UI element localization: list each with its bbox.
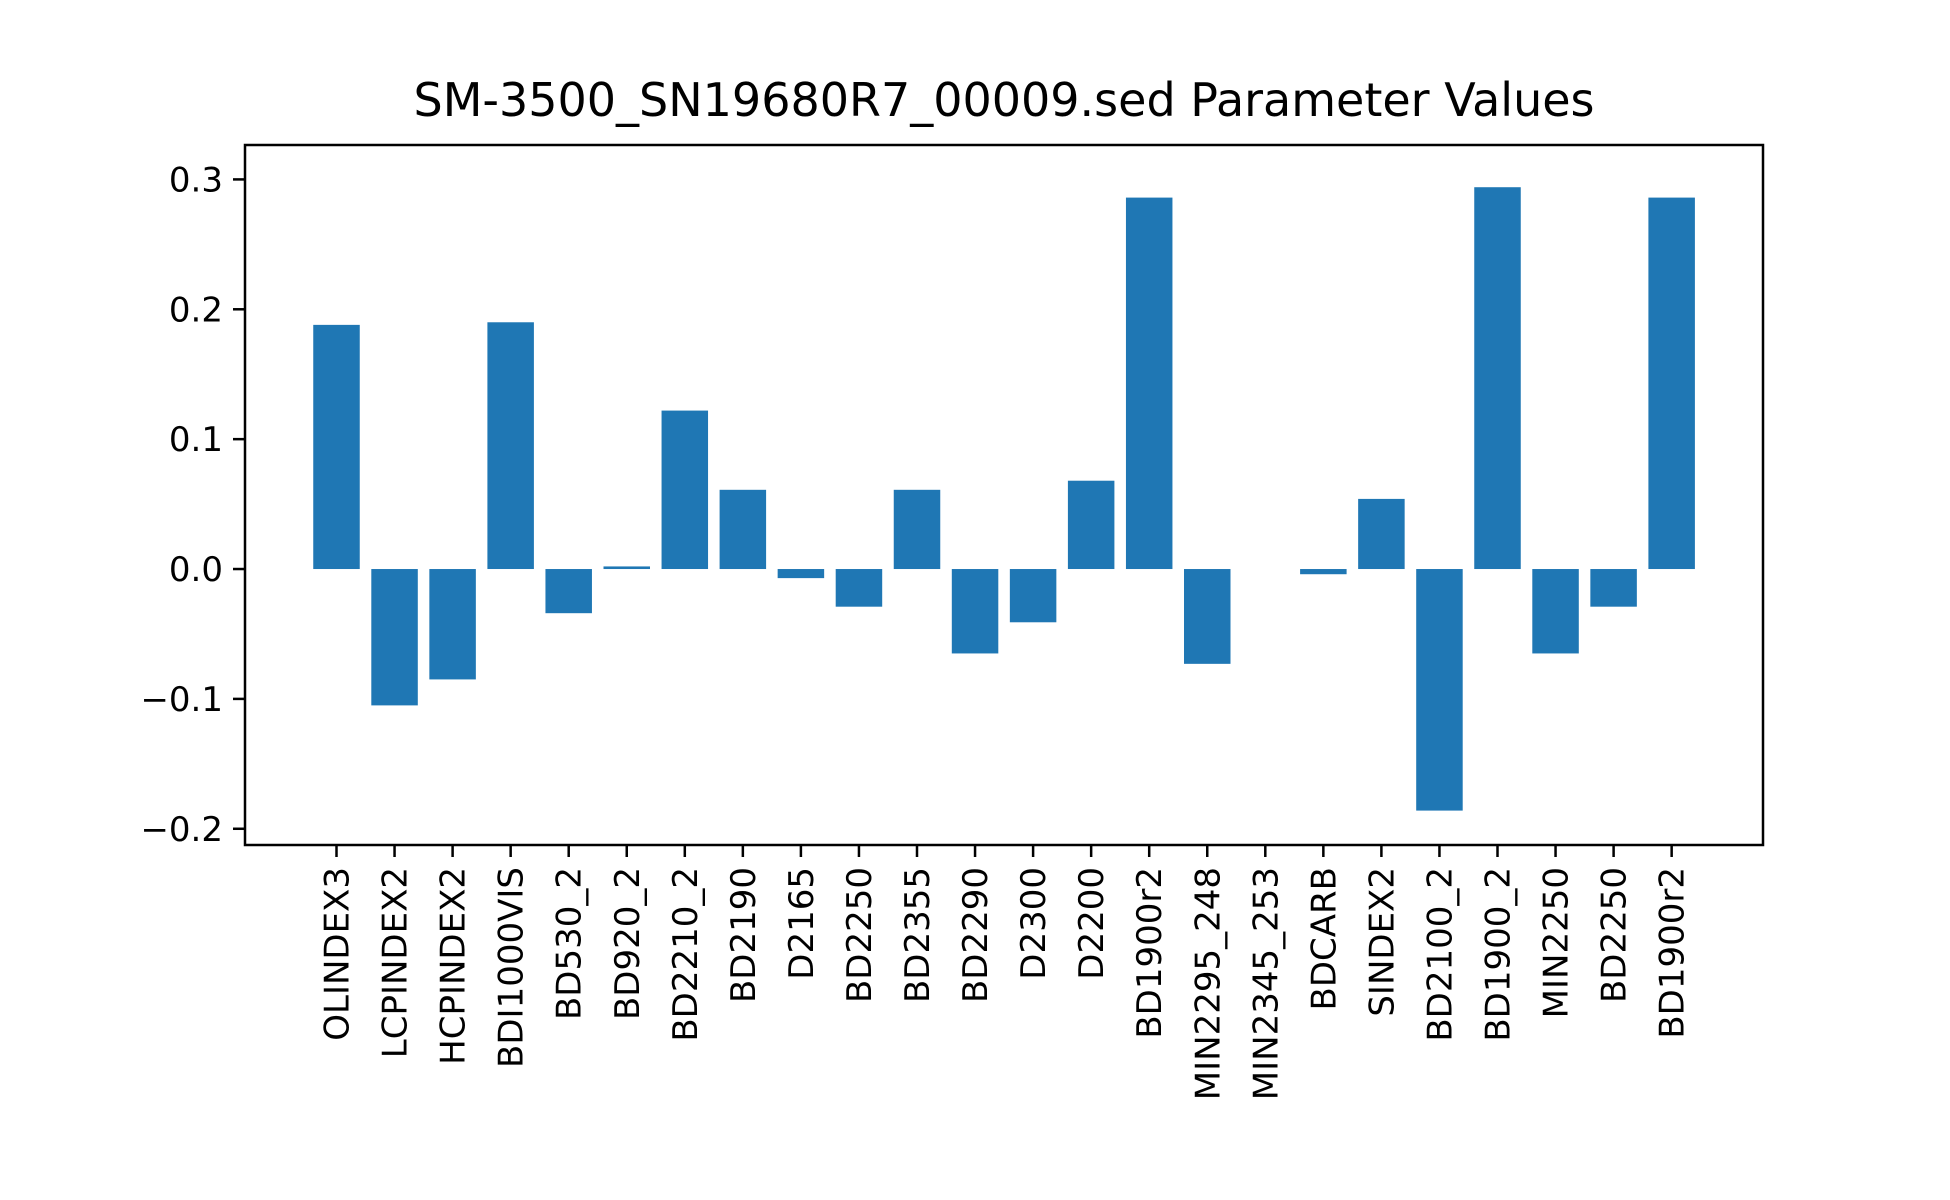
chart-title: SM-3500_SN19680R7_00009.sed Parameter Va… <box>414 73 1595 127</box>
bar-10 <box>835 569 883 607</box>
x-tick-label: BD1900r2 <box>1653 867 1693 1039</box>
plot-area-frame <box>243 143 1765 847</box>
bar-2 <box>371 569 418 706</box>
y-tick-label: 0.3 <box>169 160 223 200</box>
x-tick-label: BD1900_2 <box>1479 867 1519 1042</box>
bar-8 <box>719 489 767 570</box>
bar-5 <box>545 569 592 614</box>
bar-3 <box>429 569 476 680</box>
x-tick-label: MIN2295_248 <box>1188 867 1228 1100</box>
bar-21 <box>1474 187 1521 570</box>
bar-13 <box>1009 569 1057 623</box>
x-tick-label: BD2355 <box>898 867 938 1003</box>
y-tick-label: 0.1 <box>169 420 223 460</box>
x-tick-label: BDCARB <box>1304 867 1344 1010</box>
y-tick-label: 0.2 <box>169 290 223 330</box>
x-tick-label: BD2190 <box>724 867 764 1003</box>
x-tick-label: BD2250 <box>1595 867 1635 1003</box>
x-tick-label: BD920_2 <box>608 867 648 1020</box>
x-tick-label: MIN2345_253 <box>1246 867 1286 1100</box>
bar-6 <box>603 566 650 570</box>
y-axis: 0.3 0.2 0.1 0.0 −0.1 −0.2 <box>140 160 245 850</box>
x-tick-label: BD530_2 <box>550 867 590 1020</box>
bar-4 <box>487 322 534 570</box>
x-tick-label: HCPINDEX2 <box>434 867 474 1065</box>
y-tick-label: −0.2 <box>140 810 223 850</box>
y-tick-label: 0.0 <box>169 550 223 590</box>
x-tick-label: BD2250 <box>840 867 880 1003</box>
bar-7 <box>661 410 709 570</box>
bar-24 <box>1648 197 1695 570</box>
x-tick-label: D2165 <box>782 867 822 980</box>
bar-1 <box>313 324 360 570</box>
x-tick-label: D2300 <box>1014 867 1054 980</box>
bar-18 <box>1300 569 1347 575</box>
x-tick-label: BD1900r2 <box>1130 867 1170 1039</box>
bar-14 <box>1067 480 1115 570</box>
bar-9 <box>777 569 825 579</box>
bar-12 <box>951 569 999 654</box>
bar-22 <box>1532 569 1579 654</box>
x-tick-label: LCPINDEX2 <box>376 867 416 1058</box>
bar-20 <box>1416 569 1463 811</box>
x-tick-label: BD2290 <box>956 867 996 1003</box>
bar-23 <box>1590 569 1637 607</box>
bar-16 <box>1184 569 1231 664</box>
bars-group <box>313 187 1695 811</box>
x-axis: OLINDEX3 LCPINDEX2 HCPINDEX2 BDI1000VIS BD53… <box>318 845 1693 1100</box>
x-tick-label: BD2210_2 <box>666 867 706 1042</box>
x-tick-label: OLINDEX3 <box>318 867 358 1041</box>
x-tick-label: D2200 <box>1072 867 1112 980</box>
bar-19 <box>1358 498 1405 570</box>
x-tick-label: MIN2250 <box>1537 867 1577 1018</box>
x-tick-label: BD2100_2 <box>1420 867 1460 1042</box>
x-tick-label: SINDEX2 <box>1362 867 1402 1017</box>
x-tick-label: BDI1000VIS <box>492 867 532 1068</box>
bar-11 <box>893 489 941 570</box>
bar-15 <box>1125 197 1173 570</box>
y-tick-label: −0.1 <box>140 680 223 720</box>
